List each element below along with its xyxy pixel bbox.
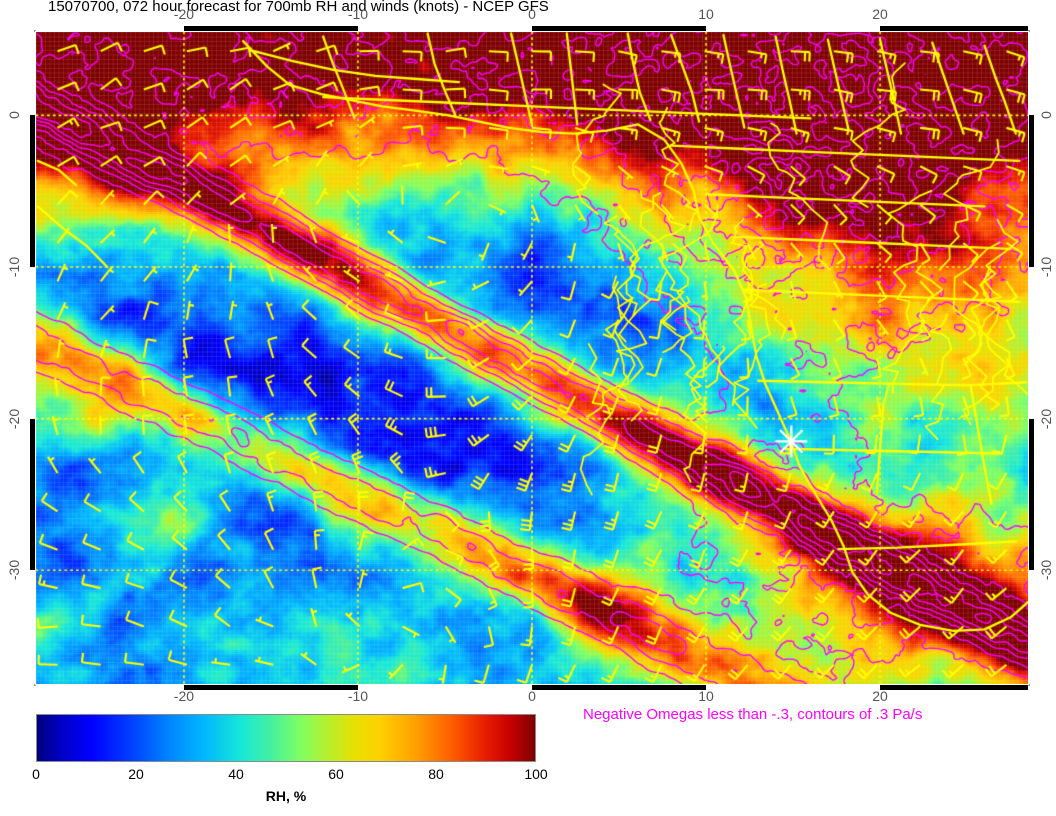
omega-annotation: Negative Omegas less than -.3, contours … bbox=[583, 706, 923, 723]
axis-band-right bbox=[1029, 32, 1034, 684]
y-tick-label: -20 bbox=[1038, 408, 1054, 429]
x-tick-label: 0 bbox=[528, 6, 536, 22]
x-tick-label: -20 bbox=[173, 688, 195, 704]
y-tick-label: -10 bbox=[1038, 256, 1054, 278]
colorbar-tick-label: 60 bbox=[328, 766, 344, 782]
y-tick-label: -20 bbox=[6, 408, 22, 429]
y-tick-label: -30 bbox=[6, 560, 22, 581]
x-tick-label: 10 bbox=[698, 688, 714, 704]
colorbar bbox=[36, 714, 536, 762]
axis-band-top bbox=[36, 26, 1028, 31]
x-tick-label: 10 bbox=[698, 6, 714, 22]
rh-field-canvas bbox=[36, 32, 1028, 684]
colorbar-tick-label: 100 bbox=[524, 766, 548, 782]
y-tick-label: -10 bbox=[6, 256, 22, 278]
x-tick-label: 20 bbox=[872, 688, 888, 704]
y-tick-label: 0 bbox=[6, 111, 22, 120]
x-tick-label: 20 bbox=[872, 6, 888, 22]
x-tick-label: -20 bbox=[173, 6, 195, 22]
x-tick-label: 0 bbox=[528, 688, 536, 704]
colorbar-tick-label: 20 bbox=[128, 766, 144, 782]
axis-band-left bbox=[30, 32, 35, 684]
y-tick-label: 0 bbox=[1038, 111, 1054, 120]
x-tick-label: -10 bbox=[347, 688, 369, 704]
y-tick-label: -30 bbox=[1038, 560, 1054, 581]
colorbar-tick-label: 40 bbox=[228, 766, 244, 782]
colorbar-tick-label: 0 bbox=[32, 766, 40, 782]
colorbar-label: RH, % bbox=[265, 788, 307, 804]
x-tick-label: -10 bbox=[347, 6, 369, 22]
page-title: 15070700, 072 hour forecast for 700mb RH… bbox=[48, 0, 549, 15]
map-plot-area bbox=[36, 32, 1028, 684]
colorbar-tick-label: 80 bbox=[428, 766, 444, 782]
